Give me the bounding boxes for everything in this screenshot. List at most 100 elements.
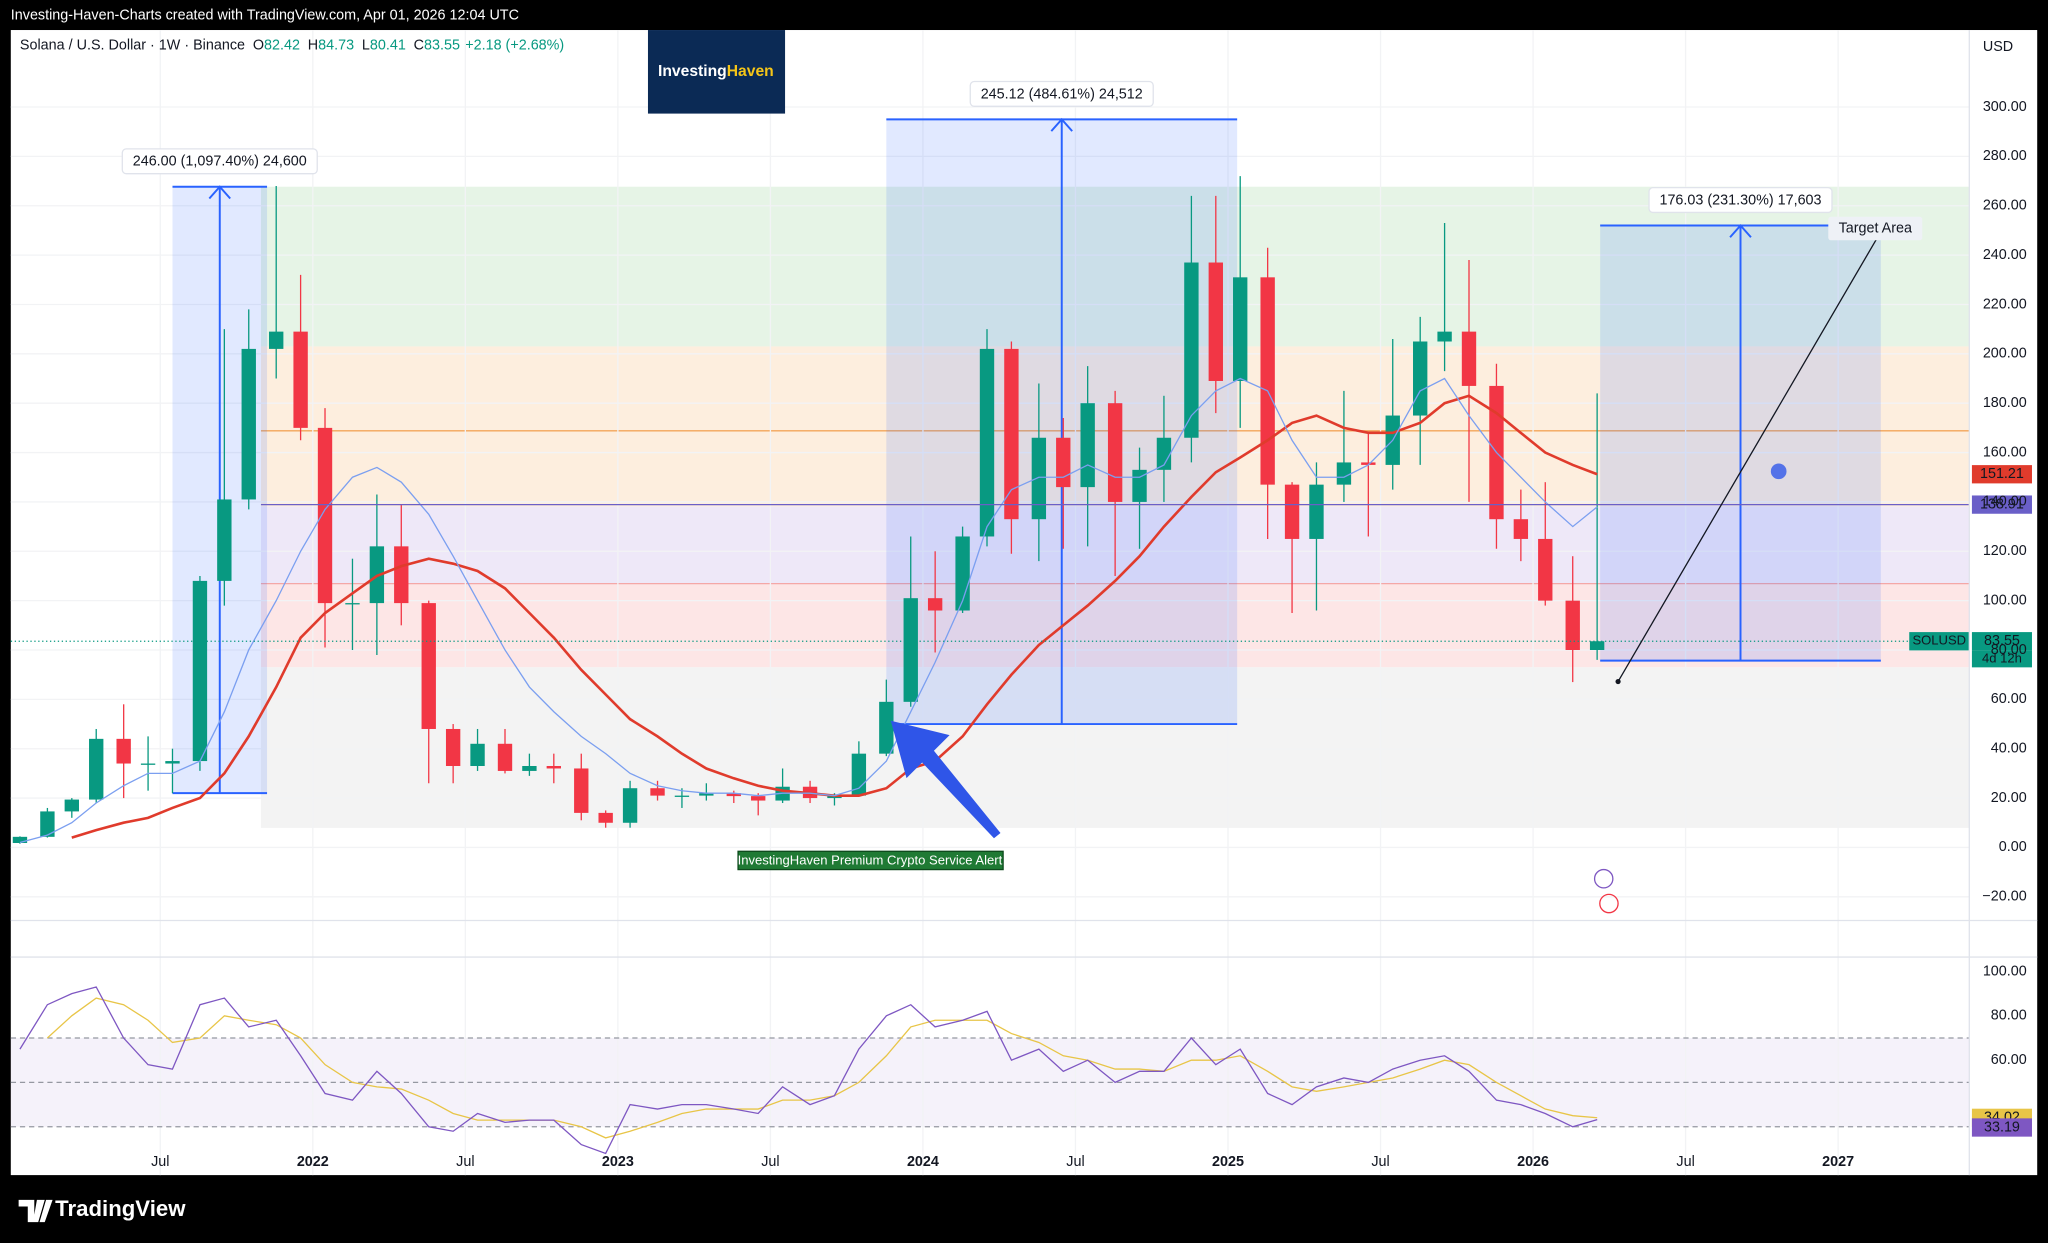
candle-body <box>317 427 333 604</box>
candle-body <box>699 793 714 796</box>
legend-title: Solana / U.S. Dollar · 1W · Binance <box>20 37 245 53</box>
y-tick-label: 200.00 <box>1983 346 2027 362</box>
x-tick-label: 2022 <box>297 1154 329 1170</box>
candle-body <box>1031 437 1047 520</box>
candle-body <box>40 811 55 837</box>
candle-body <box>241 348 256 500</box>
legend: Solana / U.S. Dollar · 1W · Binance O82.4… <box>20 37 564 53</box>
price-tag-label: 138.91 <box>1980 496 2024 512</box>
candle-body <box>546 765 561 769</box>
countdown-tag <box>1971 650 2032 668</box>
candle-body <box>116 738 131 764</box>
x-tick-label: Jul <box>1066 1154 1084 1170</box>
candle-body <box>293 331 308 428</box>
candle-body <box>1080 403 1095 488</box>
candle-body <box>1004 348 1019 520</box>
candle-body <box>64 799 79 812</box>
y-tick-label: 260.00 <box>1983 198 2027 214</box>
ohlc-value: 84.73 <box>318 37 354 53</box>
symbol-label: SOLUSD <box>1912 633 1966 648</box>
candle-body <box>1208 262 1223 381</box>
x-tick-label: Jul <box>1371 1154 1389 1170</box>
rsi-ma <box>46 997 1598 1139</box>
y-tick-label: 100.00 <box>1983 592 2027 608</box>
candle-body <box>345 603 360 605</box>
candle-body <box>598 812 613 823</box>
logo-box <box>647 30 786 114</box>
ohlc-key: L <box>362 37 370 53</box>
logo: InvestingHaven <box>658 63 774 80</box>
candle-body <box>1413 341 1428 416</box>
x-tick-label: 2023 <box>602 1154 634 1170</box>
candle-body <box>879 701 894 754</box>
y-tick-label: 280.00 <box>1983 148 2027 164</box>
y-tick-label: 60.00 <box>1991 691 2027 707</box>
symbol-tag <box>1909 632 1970 651</box>
moving-average <box>19 377 1598 844</box>
measure-label-box <box>121 148 318 175</box>
zone <box>260 583 1970 668</box>
zone <box>260 667 1970 828</box>
zone <box>260 186 1970 347</box>
price-tag <box>1971 465 2032 484</box>
ohlc-value: 82.42 <box>264 37 300 53</box>
brand-icon <box>18 1199 53 1223</box>
candle-body <box>1107 403 1123 502</box>
candle-body <box>1461 331 1477 386</box>
candle-body <box>927 598 943 611</box>
candle-body <box>1184 262 1199 438</box>
labels: 246.00 (1,097.40%) 24,600 245.12 (484.61%… <box>121 80 2032 1137</box>
y-tick-label: 300.00 <box>1983 99 2027 115</box>
x-tick-label: Jul <box>1676 1154 1694 1170</box>
y-tick-label: 0.00 <box>1999 839 2027 855</box>
candle-body <box>192 580 208 762</box>
measures <box>172 117 1881 795</box>
y-tick-label: 220.00 <box>1983 296 2027 312</box>
candle-body <box>650 788 665 796</box>
candle-body <box>1056 437 1071 488</box>
candle-body <box>470 743 485 766</box>
caption: Investing-Haven-Charts created with Trad… <box>11 7 519 23</box>
candle-body <box>955 536 970 611</box>
rsi-tick-label: 80.00 <box>1991 1008 2027 1024</box>
candle-body <box>522 765 537 771</box>
brand: TradingView <box>55 1196 186 1221</box>
measure-label: 176.03 (231.30%) 17,603 <box>1659 192 1821 208</box>
x-tick-label: Jul <box>761 1154 779 1170</box>
rsi-tick-label: 100.00 <box>1983 963 2027 979</box>
candle-body <box>1513 519 1529 539</box>
rocket-icon <box>1770 463 1787 480</box>
trend-point <box>1615 678 1621 685</box>
candle-body <box>979 348 995 537</box>
event-icon <box>1599 893 1619 914</box>
candle-body <box>622 788 638 823</box>
price-tag-label: 83.55 <box>1984 633 2020 649</box>
candle-body <box>1538 538 1553 601</box>
x-tick-label: 2025 <box>1212 1154 1244 1170</box>
y-tick-label: −20.00 <box>1982 889 2026 905</box>
change: +2.18 (+2.68%) <box>465 37 564 53</box>
y-tick-label: 80.00 <box>1991 642 2027 658</box>
ohlc-key: C <box>414 37 424 53</box>
candle-body <box>1233 277 1248 381</box>
alert-label: InvestingHaven Premium Crypto Service Al… <box>738 853 1003 868</box>
candle-body <box>445 728 461 766</box>
candle-body <box>1336 462 1352 485</box>
candle-body <box>1156 437 1172 470</box>
candle-body <box>1589 641 1605 651</box>
measure-label-box <box>1648 186 1833 214</box>
candle-body <box>269 331 284 349</box>
candle-body <box>903 598 918 702</box>
candle-body <box>140 763 156 765</box>
candle-body <box>394 546 409 604</box>
y-tick-label: 240.00 <box>1983 247 2027 263</box>
measure-label: 246.00 (1,097.40%) 24,600 <box>133 154 307 170</box>
trend-line <box>1617 238 1878 682</box>
candle-body <box>1284 484 1300 539</box>
price-tag <box>1971 1118 2032 1137</box>
candle-body <box>12 836 28 844</box>
arrow-head <box>208 185 231 200</box>
y-tick-label: 180.00 <box>1983 395 2027 411</box>
candle-body <box>674 795 690 797</box>
